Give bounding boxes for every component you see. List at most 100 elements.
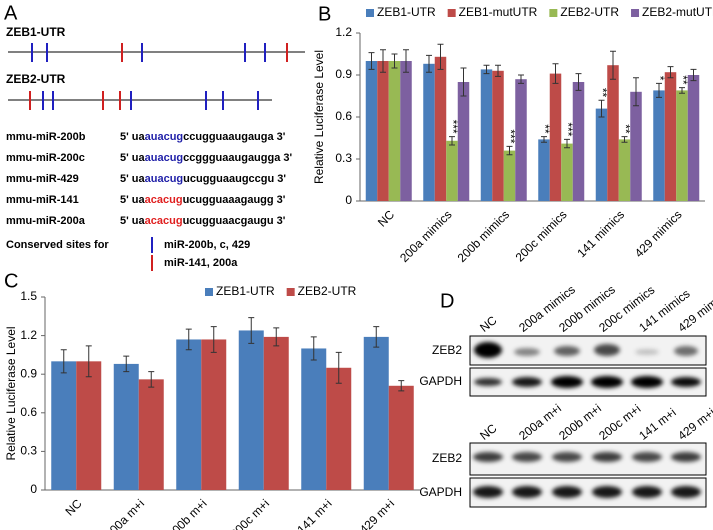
bar: [561, 143, 573, 201]
bar: [201, 339, 227, 490]
bar: [492, 70, 504, 201]
x-tick-label: 429 mimics: [632, 207, 685, 260]
sequence-part: 5' ua: [120, 173, 146, 185]
error-bar: [633, 77, 639, 107]
significance-label: **: [618, 124, 632, 134]
legend-swatch: [205, 288, 213, 296]
legend-label: ZEB1-UTR: [377, 5, 436, 19]
lane-label: 200b m+i: [556, 401, 604, 443]
y-tick-label: 0.3: [335, 151, 352, 165]
error-bar: [403, 49, 409, 73]
sequence-part: 5' ua: [120, 215, 146, 227]
bar: [400, 61, 412, 201]
y-tick-label: 1.2: [335, 25, 352, 39]
utr-name: ZEB1-UTR: [6, 25, 66, 39]
error-bar: [460, 67, 467, 97]
legend-label: ZEB2-mutUTR: [642, 5, 713, 19]
error-bar: [273, 327, 280, 347]
sequence-part: 5' ua: [120, 152, 146, 164]
significance-label: ***: [446, 120, 460, 134]
mirna-list: mmu-miR-200b 5' uaauacugccugguaaugauga 3'…: [6, 131, 293, 227]
lane-label: NC: [477, 421, 500, 443]
error-bar: [518, 74, 524, 84]
error-bar: [368, 52, 375, 70]
row-label: GAPDH: [419, 485, 462, 499]
row-label: ZEB2: [432, 451, 462, 465]
bar: [326, 367, 352, 490]
y-tick-label: 0.6: [20, 405, 37, 419]
seed-region: acacug: [145, 215, 183, 227]
x-tick-label: 200c m+i: [228, 496, 273, 530]
legend-swatch: [366, 9, 374, 17]
y-tick-label: 1.2: [20, 328, 37, 342]
error-bar: [398, 380, 405, 392]
bar: [138, 379, 164, 490]
bar: [595, 108, 608, 201]
error-bar: [60, 349, 67, 374]
blot-strip: [469, 367, 707, 397]
legend-swatch: [631, 9, 640, 17]
y-tick-label: 0.9: [20, 366, 37, 380]
bar: [434, 56, 447, 201]
bar: [503, 150, 516, 201]
blot-strip: [469, 442, 707, 476]
x-tick-label: 141 mimics: [574, 207, 627, 260]
bar: [377, 61, 389, 201]
bar: [538, 139, 550, 201]
sequence-part: 5' ua: [120, 131, 146, 143]
error-bar: [541, 136, 547, 143]
mirna-name: mmu-miR-200a: [6, 215, 86, 227]
seed-region: acacug: [145, 194, 183, 206]
legend-title: Conserved sites for: [6, 239, 109, 251]
error-bar: [610, 50, 616, 80]
x-tick-label: 200a mimics: [397, 207, 455, 265]
mirna-sequence: 5' uaauacugccggguaaugaugga 3': [120, 152, 293, 164]
blot-strip: [469, 477, 707, 508]
bar: [363, 336, 389, 490]
bar: [572, 82, 585, 201]
error-bar: [667, 66, 674, 79]
panel-a: A ZEB1-UTR ZEB2-UTR mmu-miR-200b 5' uaaua…: [4, 2, 305, 271]
error-bar: [690, 68, 697, 82]
y-tick-label: 0.6: [335, 109, 352, 123]
lane-label: 141 m+i: [636, 405, 679, 443]
bar: [388, 385, 414, 490]
legend-swatch: [286, 288, 295, 296]
error-bar: [495, 64, 501, 77]
bar: [446, 140, 458, 201]
x-tick-label: 200b m+i: [165, 496, 210, 530]
bar: [76, 361, 102, 490]
legend-label: ZEB1-mutUTR: [459, 5, 538, 19]
error-bar: [575, 73, 582, 91]
bar: [113, 363, 139, 490]
x-tick-label: 200b mimics: [455, 207, 513, 265]
bar: [664, 72, 677, 201]
blot-strip: [469, 335, 707, 366]
seed-region: auacug: [145, 152, 184, 164]
error-bar: [185, 328, 192, 351]
x-tick-label: 429 m+i: [357, 496, 397, 530]
bar: [423, 63, 435, 201]
sequence-part: ccugguaaugauga 3': [183, 131, 286, 143]
legend-label: ZEB1-UTR: [216, 284, 275, 298]
error-bar: [85, 345, 92, 378]
bar: [515, 79, 527, 201]
lane-label: 429 m+i: [675, 405, 713, 443]
error-bar: [598, 99, 605, 118]
utr-track: [8, 91, 272, 110]
error-bar: [621, 136, 628, 143]
bar: [607, 65, 619, 201]
row-label: ZEB2: [432, 343, 462, 357]
error-bar: [373, 326, 380, 348]
error-bar: [391, 53, 398, 69]
bar: [263, 336, 289, 490]
error-bar: [552, 63, 559, 84]
significance-label: **: [538, 124, 552, 134]
mirna-name: mmu-miR-141: [6, 194, 79, 206]
bar: [457, 82, 470, 201]
error-bar: [148, 371, 155, 388]
legend-label: miR-200b, c, 429: [164, 239, 250, 251]
panel-label: B: [318, 3, 331, 25]
x-tick-label: 141 m+i: [294, 496, 334, 530]
